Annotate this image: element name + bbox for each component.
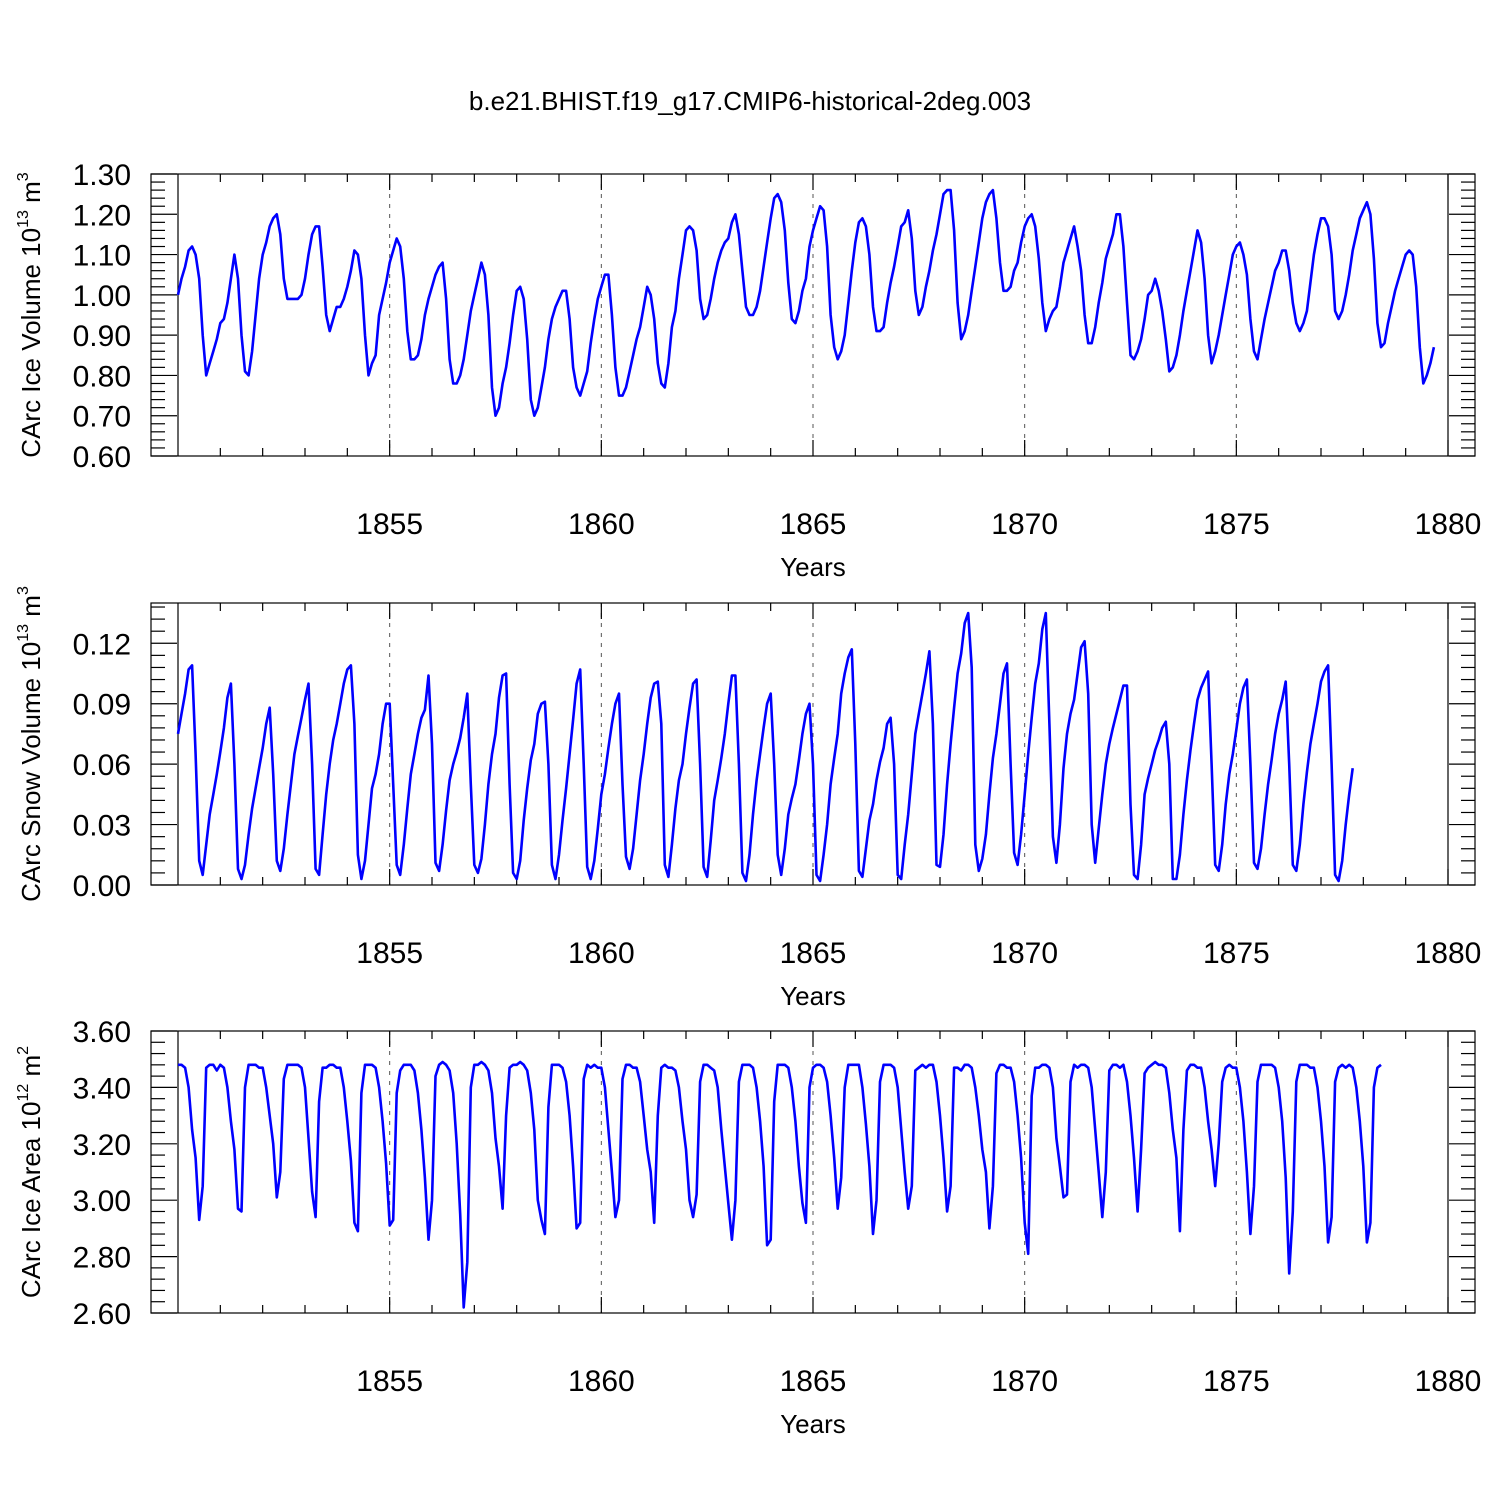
- x-tick-label-1855: 1855: [356, 937, 423, 970]
- y-axis-label-unit: m: [16, 595, 46, 624]
- x-tick-label-1855: 1855: [356, 1365, 423, 1398]
- panel-2: 1855 1860 1865 1870 1875 1880 Years 0.00 0.03 0.0…: [15, 586, 1481, 1011]
- y-tick-label-0.09: 0.09: [73, 689, 131, 722]
- x-tick-label-1880: 1880: [1415, 508, 1482, 541]
- y-tick-label-0.60: 0.60: [73, 441, 131, 474]
- y-axis-label-text: CArc Ice Area 10: [16, 1102, 46, 1299]
- x-axis-label: Years: [780, 552, 846, 582]
- y-tick-label-0.06: 0.06: [73, 749, 131, 782]
- series-line-2: [176, 611, 1354, 883]
- y-tick-label-0.80: 0.80: [73, 360, 131, 393]
- x-tick-label-1880: 1880: [1415, 937, 1482, 970]
- y-tick-label-3.20: 3.20: [73, 1129, 131, 1162]
- x-tick-label-1865: 1865: [780, 508, 847, 541]
- y-axis-label-unit: m: [16, 1055, 46, 1084]
- x-tick-label-1875: 1875: [1203, 1365, 1270, 1398]
- panels: 1855 1860 1865 1870 1875 1880 Years 0.60 0.70 0.8…: [15, 159, 1481, 1439]
- y-axis-label-exponent: 13: [15, 210, 32, 228]
- y-axis-label-unit-exponent: 3: [15, 586, 32, 595]
- y-axis-label: CArc Snow Volume 1013 m3: [15, 586, 46, 902]
- y-axis-label-exponent: 13: [15, 624, 32, 642]
- y-tick-label-1.30: 1.30: [73, 159, 131, 192]
- figure-title: b.e21.BHIST.f19_g17.CMIP6-historical-2de…: [469, 86, 1031, 116]
- x-tick-label-1855: 1855: [356, 508, 423, 541]
- y-tick-label-3.00: 3.00: [73, 1185, 131, 1218]
- y-tick-label-0.03: 0.03: [73, 810, 131, 843]
- x-tick-label-1875: 1875: [1203, 937, 1270, 970]
- panel-1: 1855 1860 1865 1870 1875 1880 Years 0.60 0.70 0.8…: [15, 159, 1481, 582]
- series-line-1: [176, 188, 1436, 418]
- y-axis-label: CArc Ice Area 1012 m2: [15, 1046, 46, 1298]
- x-tick-label-1865: 1865: [780, 1365, 847, 1398]
- x-tick-label-1860: 1860: [568, 1365, 635, 1398]
- series-line-3: [178, 1060, 1382, 1309]
- y-axis-label-unit: m: [16, 181, 46, 210]
- x-tick-label-1865: 1865: [780, 937, 847, 970]
- y-axis-label-text: CArc Ice Volume 10: [16, 228, 46, 458]
- y-tick-label-3.40: 3.40: [73, 1072, 131, 1105]
- y-tick-label-0.12: 0.12: [73, 628, 131, 661]
- y-tick-label-0.90: 0.90: [73, 320, 131, 353]
- x-axis-label: Years: [780, 981, 846, 1011]
- x-tick-label-1860: 1860: [568, 508, 635, 541]
- x-tick-label-1870: 1870: [991, 1365, 1058, 1398]
- y-tick-label-1.10: 1.10: [73, 240, 131, 273]
- y-tick-label-3.60: 3.60: [73, 1016, 131, 1049]
- y-tick-label-0.00: 0.00: [73, 870, 131, 903]
- panel-3: 1855 1860 1865 1870 1875 1880 Years 2.60 2.80 3.0…: [15, 1016, 1481, 1439]
- x-tick-label-1880: 1880: [1415, 1365, 1482, 1398]
- y-axis-label-text: CArc Snow Volume 10: [16, 642, 46, 902]
- y-axis-label-unit-exponent: 3: [15, 172, 32, 181]
- x-tick-label-1870: 1870: [991, 508, 1058, 541]
- x-tick-label-1870: 1870: [991, 937, 1058, 970]
- y-tick-label-2.80: 2.80: [73, 1242, 131, 1275]
- y-tick-label-1.00: 1.00: [73, 280, 131, 313]
- x-axis-label: Years: [780, 1409, 846, 1439]
- y-axis-label-unit-exponent: 2: [15, 1046, 32, 1055]
- x-tick-label-1860: 1860: [568, 937, 635, 970]
- y-tick-label-0.70: 0.70: [73, 401, 131, 434]
- x-tick-label-1875: 1875: [1203, 508, 1270, 541]
- y-axis-label: CArc Ice Volume 1013 m3: [15, 172, 46, 457]
- y-axis-label-exponent: 12: [15, 1084, 32, 1102]
- y-tick-label-1.20: 1.20: [73, 199, 131, 232]
- y-tick-label-2.60: 2.60: [73, 1298, 131, 1331]
